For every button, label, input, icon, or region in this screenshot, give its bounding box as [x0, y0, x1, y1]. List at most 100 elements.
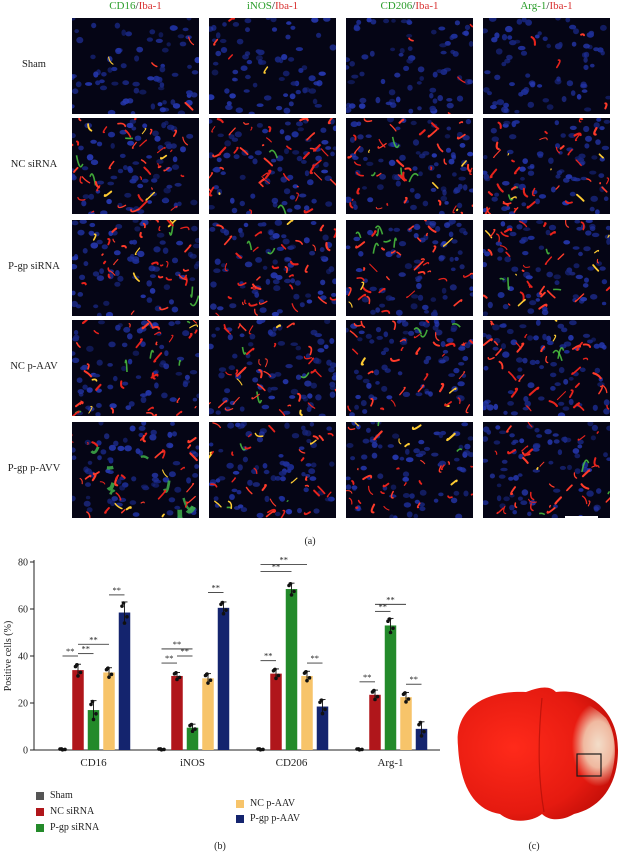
bar — [72, 670, 84, 750]
data-point — [288, 581, 293, 586]
row-label-4: P-gp p-AVV — [7, 463, 61, 474]
data-point — [208, 678, 213, 683]
caption-a: (a) — [304, 536, 316, 547]
legend-swatch — [36, 823, 44, 832]
micrograph-panel-r3-c1 — [209, 320, 336, 416]
brain-slice-image — [457, 687, 618, 821]
data-point — [372, 688, 376, 693]
data-point — [323, 707, 327, 712]
x-tick-label: CD16 — [80, 757, 107, 769]
bar — [415, 728, 428, 750]
caption-b: (b) — [214, 841, 226, 852]
data-point — [175, 677, 179, 682]
micrograph-panel-r1-c3 — [483, 118, 610, 214]
micrograph-panel-r2-c3 — [483, 220, 610, 316]
bar — [186, 727, 199, 750]
data-point — [189, 722, 194, 727]
row-label-1: NC siRNA — [10, 159, 58, 170]
column-header-1: iNOS/Iba-1 — [209, 0, 336, 12]
y-tick-label: 80 — [18, 558, 28, 569]
significance-label: ** — [113, 585, 122, 595]
y-tick-label: 20 — [18, 699, 28, 710]
x-tick-label: Arg-1 — [377, 757, 403, 769]
column-header-0: CD16/Iba-1 — [72, 0, 199, 12]
scale-bar — [565, 516, 598, 520]
marker-red-label: Iba-1 — [138, 0, 162, 12]
data-point — [205, 672, 209, 676]
micrograph-panel-r2-c1 — [209, 220, 336, 316]
data-point — [91, 717, 96, 722]
legend-swatch — [236, 799, 244, 808]
data-point — [307, 676, 312, 680]
bar — [301, 675, 313, 750]
data-point — [90, 699, 95, 704]
data-point — [107, 675, 111, 679]
significance-label: ** — [264, 651, 273, 661]
data-point — [59, 747, 64, 751]
bar — [369, 694, 381, 750]
significance-label: ** — [280, 554, 289, 564]
micrograph-panel-r0-c0 — [72, 18, 199, 114]
data-point — [109, 672, 114, 677]
micrograph-panel-r0-c2 — [346, 18, 473, 114]
marker-separator: / — [412, 0, 416, 12]
micrograph-panel-r3-c3 — [483, 320, 610, 416]
significance-label: ** — [363, 672, 372, 682]
data-point — [158, 747, 163, 751]
row-label-0: Sham — [22, 59, 46, 70]
significance-label: ** — [66, 646, 75, 656]
marker-red-label: Iba-1 — [274, 0, 299, 12]
marker-red-label: Iba-1 — [415, 0, 439, 12]
significance-label: ** — [311, 653, 320, 663]
data-point — [422, 729, 426, 734]
data-point — [125, 614, 129, 619]
significance-label: ** — [386, 594, 395, 604]
data-point — [388, 630, 393, 635]
data-point — [75, 663, 79, 667]
micrograph-panel-r4-c3 — [483, 422, 610, 518]
data-point — [220, 600, 225, 605]
micrograph-panel-r2-c0 — [72, 220, 199, 316]
legend-entry: P-gp p-AAV — [236, 813, 300, 824]
marker-separator: / — [271, 0, 275, 12]
significance-label: ** — [89, 634, 98, 644]
data-point — [292, 589, 296, 594]
legend-label: P-gp p-AAV — [250, 813, 301, 824]
legend-label: NC p-AAV — [250, 798, 296, 809]
legend-label: P-gp siRNA — [50, 822, 100, 833]
data-point — [289, 593, 294, 597]
marker-separator: / — [135, 0, 139, 12]
data-point — [304, 669, 308, 674]
micrograph-panel-r2-c2 — [346, 220, 473, 316]
bar — [285, 589, 298, 750]
micrograph-panel-r3-c0 — [72, 320, 199, 416]
data-point — [403, 691, 407, 695]
column-header-3: Arg-1/Iba-1 — [483, 0, 610, 12]
data-point — [406, 697, 411, 701]
significance-label: ** — [212, 583, 221, 593]
data-point — [257, 747, 262, 751]
significance-label: ** — [82, 644, 91, 654]
data-point — [174, 671, 178, 675]
data-point — [106, 666, 110, 671]
column-header-2: CD206/Iba-1 — [346, 0, 473, 12]
legend-entry: NC p-AAV — [236, 798, 295, 809]
micrograph-panel-r1-c0 — [72, 118, 199, 214]
legend-label: NC siRNA — [50, 806, 95, 817]
caption-c: (c) — [528, 841, 540, 852]
bar — [118, 612, 131, 750]
legend-entry: P-gp siRNA — [36, 822, 99, 833]
bar — [87, 710, 100, 750]
y-tick-label: 60 — [18, 605, 28, 616]
marker-green-label: CD16 — [109, 0, 136, 12]
significance-label: ** — [379, 601, 388, 611]
data-point — [122, 621, 127, 625]
data-point — [76, 674, 80, 678]
bar — [171, 675, 183, 750]
data-point — [320, 711, 325, 716]
y-tick-label: 0 — [23, 746, 28, 757]
data-point — [121, 601, 126, 605]
micrograph-panel-r0-c1 — [209, 18, 336, 114]
data-point — [94, 712, 98, 716]
legend-entry: Sham — [36, 790, 73, 801]
